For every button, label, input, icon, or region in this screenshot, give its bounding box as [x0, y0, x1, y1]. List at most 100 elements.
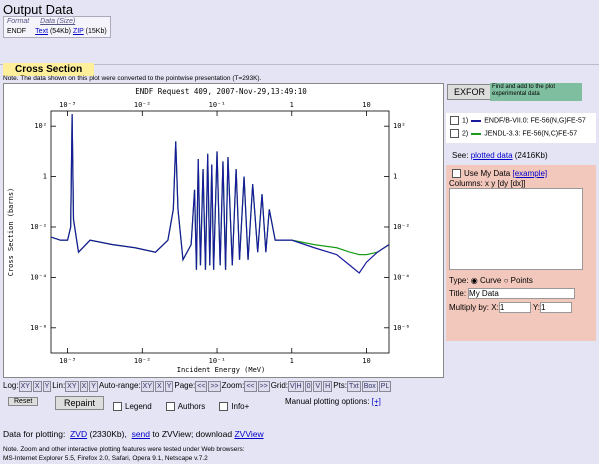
control-label: Zoom:	[221, 381, 245, 390]
y-tick-label: 1	[43, 173, 47, 181]
check-label: Info+	[231, 402, 250, 411]
size: (2416Kb)	[514, 151, 548, 160]
checkbox[interactable]	[450, 129, 459, 138]
control-button[interactable]: X	[155, 381, 164, 392]
section-tab: Cross Section	[3, 63, 95, 76]
x-tick-label: 10	[362, 101, 370, 109]
y-tick-label: 10⁻⁶	[393, 324, 410, 332]
reset-button[interactable]: Reset	[8, 397, 39, 406]
control-button[interactable]: <<	[244, 381, 257, 392]
label: Use My Data	[464, 169, 511, 178]
control-button[interactable]: >>	[257, 381, 270, 392]
label: Manual plotting options:	[285, 397, 370, 406]
x-tick-label: 10⁻¹	[209, 357, 226, 365]
y-tick-label: 10²	[34, 122, 47, 130]
legend-index: 2)	[462, 130, 469, 138]
size: (54Kb)	[49, 28, 71, 35]
text-area[interactable]	[449, 188, 583, 270]
cell: ENDF	[7, 28, 27, 35]
x-tick-label: 10⁻³	[59, 357, 76, 365]
x-tick-label: 1	[290, 357, 294, 365]
control-label: Grid:	[270, 381, 289, 390]
input[interactable]: 1	[498, 302, 531, 313]
y-tick-label: 10²	[393, 122, 406, 130]
y-axis-label: Cross Section (barns)	[7, 188, 15, 277]
row: ENDF Text (54Kb) ZIP (15Kb)	[4, 26, 111, 38]
control-button[interactable]: Y	[164, 381, 174, 392]
control-button[interactable]: 0	[304, 381, 313, 392]
plot-frame	[50, 110, 390, 354]
note: MS-Internet Explorer 5.5, Firefox 2.0, S…	[3, 455, 208, 462]
checkbox[interactable]	[450, 116, 459, 125]
input[interactable]: My Data	[468, 288, 576, 299]
control-label: Lin:	[52, 381, 66, 390]
checkbox[interactable]	[113, 402, 122, 412]
y-tick-label: 10⁻²	[30, 223, 47, 231]
control-button[interactable]: Txt	[347, 381, 361, 392]
legend-swatch	[471, 119, 482, 122]
note: Note. The data shown on this plot were c…	[3, 75, 262, 82]
exfor-info: Find and add to the plot experimental da…	[490, 83, 582, 101]
label: X:	[491, 303, 499, 312]
output-table: Format Data (Size) ENDF Text (54Kb) ZIP (1…	[3, 16, 111, 38]
link[interactable]: plotted data	[470, 151, 513, 160]
label: See:	[452, 151, 469, 160]
link[interactable]: ZIP	[72, 28, 84, 35]
control-button[interactable]: >>	[208, 381, 221, 392]
control-button[interactable]: Y	[42, 381, 52, 392]
checkbox[interactable]	[165, 402, 175, 412]
link[interactable]: ZVView	[234, 429, 264, 439]
control-label: Log:	[3, 381, 19, 390]
text: to ZVView; download	[152, 429, 233, 439]
legend: 1) ENDF/B-VII.0: FE-56(N,G)FE-57 2) JENDL-3…	[446, 113, 596, 143]
y-tick-label: 10⁻⁴	[393, 273, 410, 281]
control-button[interactable]: H	[323, 381, 333, 392]
series-line	[51, 114, 389, 274]
input[interactable]: 1	[540, 302, 573, 313]
link[interactable]: send	[131, 429, 150, 439]
control-button[interactable]: Y	[89, 381, 98, 392]
link[interactable]: ZVD	[70, 429, 88, 439]
control-button[interactable]: V	[313, 381, 323, 392]
legend-label: JENDL-3.3: FE-56(N,C)FE-57	[484, 130, 578, 138]
label: Title:	[449, 289, 467, 298]
check-label: Authors	[177, 402, 206, 411]
chart-title: ENDF Request 409, 2007-Nov-29,13:49:10	[135, 87, 307, 96]
size: (15Kb)	[85, 28, 107, 35]
checkbox[interactable]	[452, 169, 461, 179]
y-tick-label: 10⁻²	[393, 223, 410, 231]
control-button[interactable]: V|H	[288, 381, 304, 392]
control-button[interactable]: X	[32, 381, 42, 392]
legend-index: 1)	[462, 117, 469, 125]
y-tick-label: 10⁻⁴	[30, 273, 47, 281]
header-row: Format Data (Size)	[4, 17, 111, 27]
divider	[0, 64, 599, 65]
y-tick-label: 10⁻⁶	[30, 324, 47, 332]
control-bar: Log: XY X Y Lin: XY X Y Auto-range: XY X Y Page: << >>…	[3, 381, 392, 392]
link[interactable]: Text	[35, 28, 49, 35]
control-button[interactable]: <<	[195, 381, 208, 392]
x-tick-label: 10	[362, 357, 370, 365]
type-row: Type: ◉ Curve ○ Points	[449, 276, 533, 285]
cell: Text (54Kb) ZIP (15Kb)	[32, 26, 110, 38]
link[interactable]: [+]	[371, 397, 381, 406]
exfor-button[interactable]: EXFOR	[447, 84, 493, 100]
control-button[interactable]: XY	[65, 381, 79, 392]
repaint-button[interactable]: Repaint	[55, 396, 105, 410]
label: Points	[510, 276, 533, 285]
control-button[interactable]: PL	[378, 381, 392, 392]
x-tick-label: 10⁻²	[134, 357, 151, 365]
data-line: Data for plotting: ZVD (2330Kb), send to…	[3, 429, 264, 439]
control-button[interactable]: X	[79, 381, 89, 392]
label: Curve	[480, 276, 502, 285]
x-tick-label: 10⁻¹	[209, 101, 226, 109]
use-my-data: Use My Data [example]	[452, 169, 548, 179]
th: Format	[7, 18, 30, 25]
link[interactable]: [example]	[512, 169, 548, 178]
control-button[interactable]: XY	[140, 381, 155, 392]
control-button[interactable]: XY	[18, 381, 32, 392]
control-button[interactable]: Box	[361, 381, 378, 392]
size: (2330Kb),	[89, 429, 127, 439]
checkbox[interactable]	[219, 402, 229, 412]
